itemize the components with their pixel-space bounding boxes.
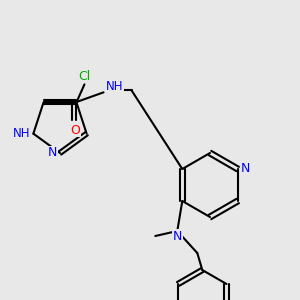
Text: N: N	[241, 163, 250, 176]
Text: NH: NH	[106, 80, 123, 93]
Text: NH: NH	[13, 127, 30, 140]
Text: N: N	[172, 230, 182, 242]
Text: O: O	[70, 124, 80, 137]
Text: Cl: Cl	[78, 70, 91, 83]
Text: N: N	[48, 146, 57, 160]
